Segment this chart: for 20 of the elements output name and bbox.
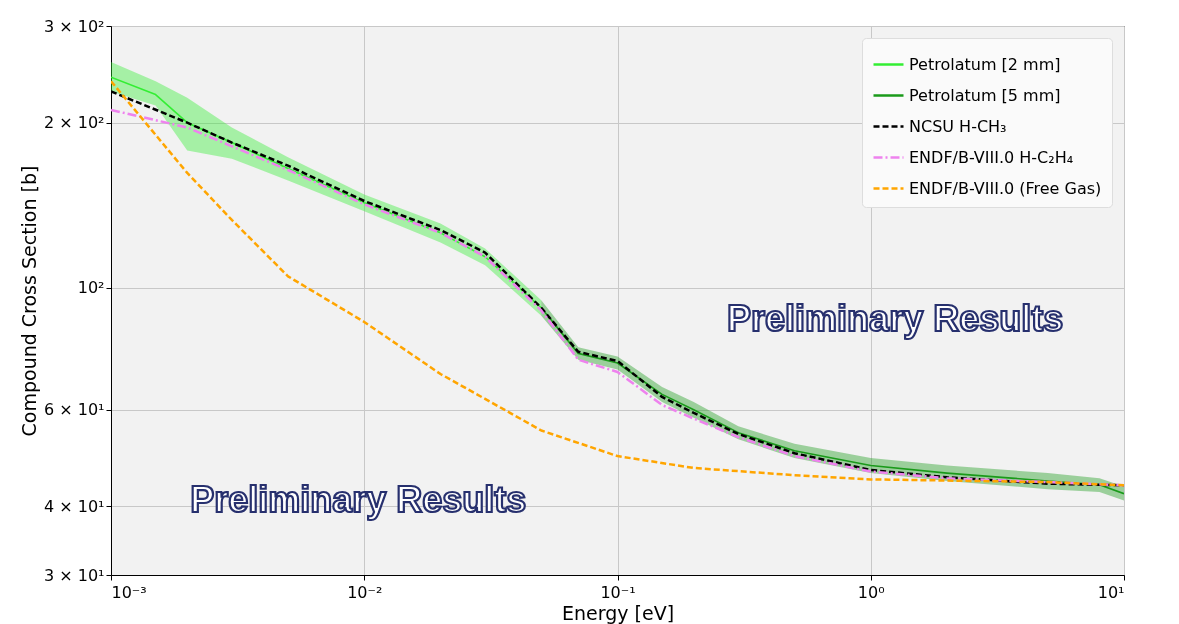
annotation: Preliminary Results (727, 297, 1064, 339)
legend-label: NCSU H-CH₃ (909, 116, 1007, 136)
y-tick-label: 4 × 10¹ (43, 496, 105, 516)
y-tick-label: 6 × 10¹ (43, 400, 105, 420)
legend-label: ENDF/B-VIII.0 H-C₂H₄ (909, 147, 1074, 167)
legend-label: Petrolatum [2 mm] (909, 54, 1061, 74)
x-axis-title: Energy [eV] (561, 601, 675, 624)
legend-label: ENDF/B-VIII.0 (Free Gas) (909, 178, 1102, 198)
y-axis-title: Compound Cross Section [b] (17, 165, 40, 437)
x-tick-label: 10⁰ (857, 582, 885, 602)
x-tick-label: 10¹ (1097, 582, 1125, 602)
y-tick-label: 3 × 10¹ (43, 565, 105, 585)
y-tick-label: 10² (77, 278, 105, 298)
y-tick-label: 3 × 10² (43, 16, 105, 36)
x-tick-label: 10⁻³ (111, 582, 147, 602)
annotation: Preliminary Results (190, 478, 527, 520)
x-tick-label: 10⁻² (347, 582, 383, 602)
legend-label: Petrolatum [5 mm] (909, 85, 1061, 105)
y-tick-label: 2 × 10² (43, 113, 105, 133)
x-tick-label: 10⁻¹ (600, 582, 636, 602)
